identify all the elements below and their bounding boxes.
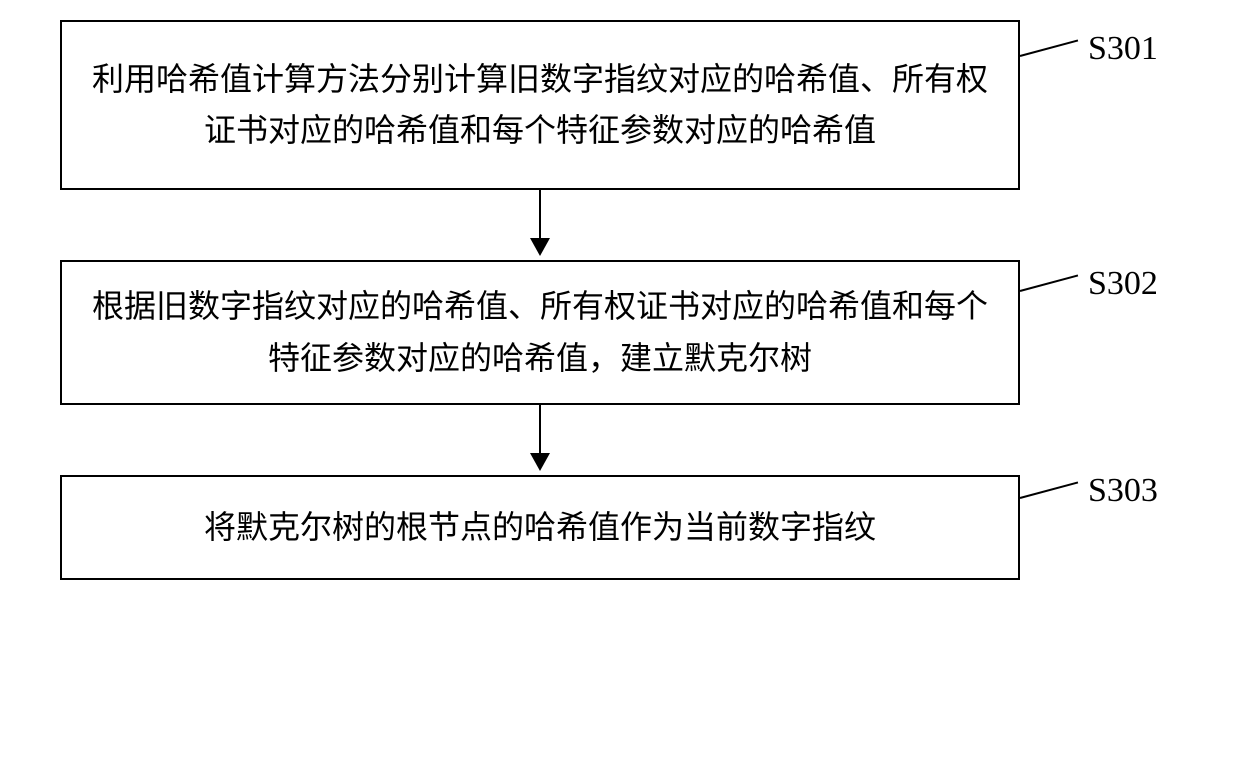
flowchart-step-1-label: S301 [1088,30,1158,68]
arrow-head-icon [530,453,550,471]
flowchart-step-1-row: 利用哈希值计算方法分别计算旧数字指纹对应的哈希值、所有权证书对应的哈希值和每个特… [60,20,1180,190]
flowchart-step-2-label: S302 [1088,265,1158,303]
flowchart-step-3-row: 将默克尔树的根节点的哈希值作为当前数字指纹 S303 [60,475,1180,580]
flowchart-step-3-box: 将默克尔树的根节点的哈希值作为当前数字指纹 [60,475,1020,580]
flowchart-step-2-connector [1020,275,1078,292]
flowchart-step-2-box: 根据旧数字指纹对应的哈希值、所有权证书对应的哈希值和每个特征参数对应的哈希值，建… [60,260,1020,405]
flowchart-step-1-text: 利用哈希值计算方法分别计算旧数字指纹对应的哈希值、所有权证书对应的哈希值和每个特… [86,54,994,156]
flowchart-step-2-row: 根据旧数字指纹对应的哈希值、所有权证书对应的哈希值和每个特征参数对应的哈希值，建… [60,260,1180,405]
flowchart-arrow-1 [60,190,1020,260]
flowchart-step-2-text: 根据旧数字指纹对应的哈希值、所有权证书对应的哈希值和每个特征参数对应的哈希值，建… [86,281,994,383]
arrow-line-icon [539,405,541,455]
flowchart-step-3-connector [1020,482,1078,499]
arrow-line-icon [539,190,541,240]
arrow-head-icon [530,238,550,256]
flowchart-arrow-2 [60,405,1020,475]
flowchart-container: 利用哈希值计算方法分别计算旧数字指纹对应的哈希值、所有权证书对应的哈希值和每个特… [60,20,1180,580]
flowchart-step-1-box: 利用哈希值计算方法分别计算旧数字指纹对应的哈希值、所有权证书对应的哈希值和每个特… [60,20,1020,190]
flowchart-step-3-label: S303 [1088,472,1158,510]
flowchart-step-3-text: 将默克尔树的根节点的哈希值作为当前数字指纹 [204,502,876,553]
flowchart-step-1-connector [1020,40,1078,57]
